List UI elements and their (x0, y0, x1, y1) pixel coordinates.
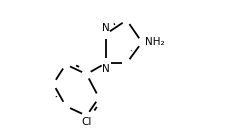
Text: N: N (102, 23, 110, 33)
Text: Cl: Cl (81, 117, 92, 127)
Text: NH₂: NH₂ (145, 37, 164, 47)
Text: N: N (102, 64, 110, 74)
